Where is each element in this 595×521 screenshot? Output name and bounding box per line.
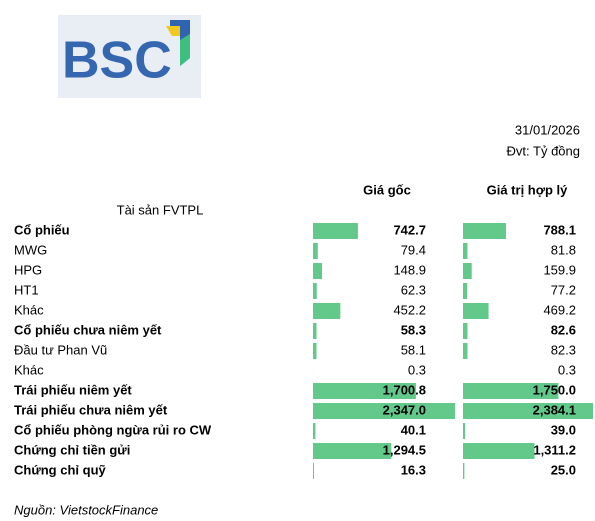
- data-bar: [463, 443, 535, 459]
- logo-text: BSC: [62, 32, 172, 90]
- data-bar: [463, 323, 468, 339]
- data-bar: [313, 343, 317, 359]
- date: 31/01/2026: [515, 122, 580, 137]
- row-label: Cổ phiếu phòng ngừa rủi ro CW: [14, 422, 212, 437]
- cell-value: 1,700.8: [383, 382, 426, 397]
- data-bar: [463, 423, 466, 439]
- row-label: Chứng chỉ quỹ: [14, 462, 107, 477]
- cell-value: 0.3: [558, 362, 576, 377]
- data-bar: [313, 223, 358, 239]
- data-bar: [463, 343, 468, 359]
- group-label: Tài sản FVTPL: [117, 202, 204, 217]
- cell-value: 82.3: [551, 342, 576, 357]
- row-label: Khác: [14, 362, 44, 377]
- row-label: MWG: [14, 242, 47, 257]
- data-bar: [463, 303, 489, 319]
- row-label: Trái phiếu niêm yết: [14, 382, 132, 397]
- data-bar: [463, 403, 593, 419]
- row-label: Đầu tư Phan Vũ: [14, 342, 107, 357]
- cell-value: 82.6: [551, 322, 576, 337]
- data-bar: [313, 263, 323, 279]
- data-bar: [313, 283, 317, 299]
- logo: BSC: [58, 15, 201, 98]
- logo-mark: [166, 26, 180, 36]
- data-bar: [313, 443, 392, 459]
- cell-value: 469.2: [543, 302, 576, 317]
- cell-value: 742.7: [393, 222, 426, 237]
- data-bar: [463, 383, 559, 399]
- data-bar: [463, 463, 465, 479]
- row-label: Cổ phiếu chưa niêm yết: [14, 322, 162, 337]
- data-bar: [313, 243, 318, 259]
- cell-value: 25.0: [551, 462, 576, 477]
- cell-value: 2,384.1: [533, 402, 576, 417]
- cell-value: 1,750.0: [533, 382, 576, 397]
- column-header: Giá trị hợp lý: [487, 182, 569, 197]
- cell-value: 81.8: [551, 242, 576, 257]
- data-bar: [463, 283, 468, 299]
- data-bar: [313, 383, 416, 399]
- data-bar: [313, 423, 316, 439]
- data-bar: [463, 243, 468, 259]
- data-bar: [313, 303, 341, 319]
- cell-value: 2,347.0: [383, 402, 426, 417]
- cell-value: 148.9: [393, 262, 426, 277]
- data-bar: [313, 323, 317, 339]
- cell-value: 79.4: [401, 242, 426, 257]
- row-label: Khác: [14, 302, 44, 317]
- unit: Đvt: Tỷ đồng: [507, 143, 580, 158]
- data-bar: [313, 403, 455, 419]
- row-label: Trái phiếu chưa niêm yết: [14, 402, 168, 417]
- cell-value: 39.0: [551, 422, 576, 437]
- cell-value: 40.1: [401, 422, 426, 437]
- column-header: Giá gốc: [363, 182, 411, 197]
- row-label: HT1: [14, 282, 39, 297]
- cell-value: 58.3: [401, 322, 426, 337]
- cell-value: 58.1: [401, 342, 426, 357]
- cell-value: 788.1: [543, 222, 576, 237]
- cell-value: 159.9: [543, 262, 576, 277]
- cell-value: 16.3: [401, 462, 426, 477]
- cell-value: 1,294.5: [383, 442, 426, 457]
- cell-value: 1,311.2: [533, 442, 576, 457]
- source: Nguồn: VietstockFinance: [14, 502, 158, 517]
- cell-value: 452.2: [393, 302, 426, 317]
- data-bar: [463, 263, 472, 279]
- cell-value: 62.3: [401, 282, 426, 297]
- logo-mark: [180, 34, 190, 66]
- cell-value: 0.3: [408, 362, 426, 377]
- cell-value: 77.2: [551, 282, 576, 297]
- row-label: Cổ phiếu: [14, 222, 70, 237]
- row-label: Chứng chỉ tiền gửi: [14, 442, 130, 457]
- row-label: HPG: [14, 262, 42, 277]
- data-bar: [463, 223, 506, 239]
- data-bar: [313, 463, 314, 479]
